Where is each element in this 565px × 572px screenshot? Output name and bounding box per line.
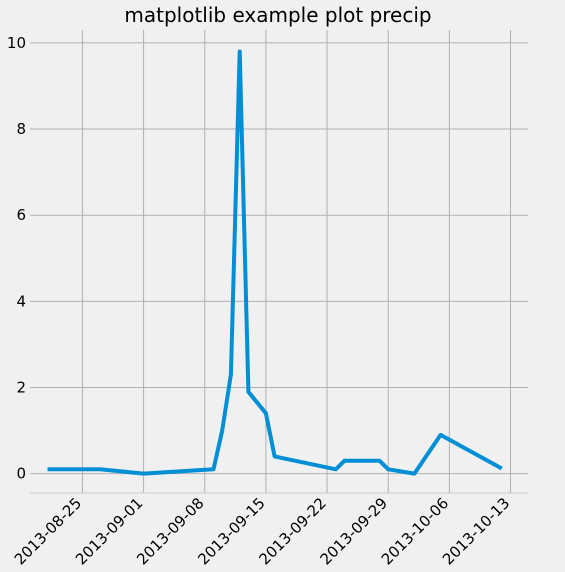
- y-tick-label: 4: [16, 292, 26, 310]
- y-tick-labels: 0 2 4 6 8 10: [7, 34, 26, 483]
- series-group: [47, 49, 503, 476]
- x-tick-labels: 2013-08-252013-09-012013-09-082013-09-15…: [11, 494, 513, 568]
- grid: [30, 30, 528, 493]
- y-tick-label: 10: [7, 34, 26, 52]
- y-tick-label: 2: [16, 378, 26, 396]
- y-tick-label: 0: [16, 465, 26, 483]
- y-tick-label: 8: [16, 120, 26, 138]
- plot-area: [30, 30, 528, 493]
- chart-title: matplotlib example plot precip: [124, 3, 431, 27]
- series-line: [47, 49, 503, 476]
- y-tick-label: 6: [16, 206, 26, 224]
